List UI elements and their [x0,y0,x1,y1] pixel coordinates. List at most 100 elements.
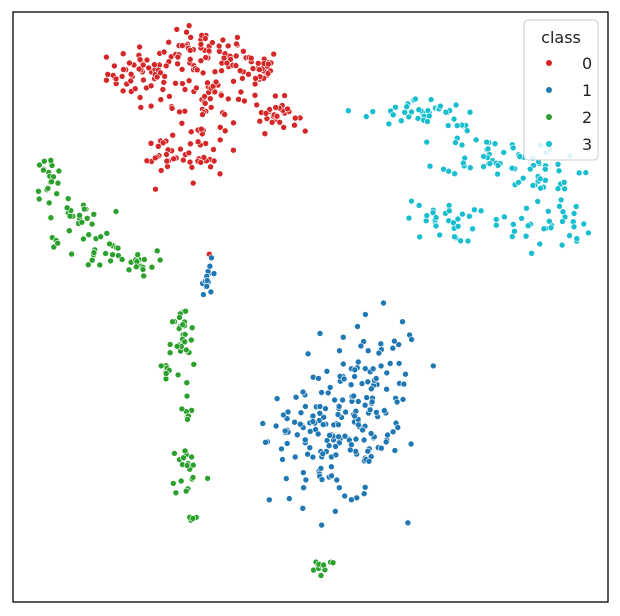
point-class-3-73 [500,149,508,156]
point-class-1-177 [367,385,375,393]
point-class-2-38 [66,212,74,220]
point-class-0-159 [147,102,155,110]
point-class-1-131 [386,360,394,367]
point-class-3-59 [484,145,492,153]
plot-frame [12,11,609,603]
point-class-0-242 [207,163,214,171]
point-class-1-137 [383,369,391,377]
point-class-2-1 [35,195,43,203]
point-class-1-120 [359,426,366,434]
point-class-2-146 [183,462,191,469]
point-class-2-147 [172,489,180,497]
point-class-1-169 [366,406,374,414]
point-class-2-54 [118,256,126,263]
point-class-3-64 [459,159,467,167]
point-class-1-30 [278,445,285,453]
point-class-0-38 [119,50,127,58]
point-class-0-221 [216,170,224,178]
point-class-0-143 [249,65,257,72]
point-class-2-140 [204,475,211,482]
point-class-3-164 [528,250,535,257]
point-class-1-45 [292,393,300,401]
point-class-1-99 [291,453,299,461]
point-class-2-24 [85,231,92,238]
point-class-3-160 [501,213,508,221]
point-class-2-97 [166,349,174,357]
point-class-1-145 [354,323,361,330]
point-class-0-52 [127,70,135,78]
point-class-2-163 [329,559,337,567]
point-class-3-28 [442,108,450,116]
point-class-2-136 [181,447,189,455]
point-class-1-4 [306,444,314,452]
point-class-0-263 [147,140,155,147]
point-class-1-142 [407,440,415,448]
point-class-0-94 [183,28,190,36]
point-class-1-19 [283,440,291,447]
point-class-1-188 [380,407,388,414]
point-class-0-264 [170,155,177,163]
point-class-3-33 [397,117,405,124]
point-class-0-114 [202,54,209,61]
point-class-0-68 [240,47,247,55]
point-class-3-27 [362,113,370,120]
point-class-0-261 [169,131,176,139]
point-class-0-255 [159,139,167,147]
point-class-0-24 [111,62,118,70]
point-class-2-30 [103,230,111,237]
point-class-1-106 [363,394,371,401]
point-class-2-83 [188,336,195,344]
point-class-0-98 [173,26,181,33]
point-class-0-100 [205,47,213,55]
point-class-0-268 [152,154,159,162]
point-class-2-144 [188,453,195,461]
point-class-1-149 [354,398,362,405]
point-class-0-101 [202,35,209,42]
point-class-3-155 [558,241,566,249]
point-class-0-36 [104,71,112,78]
point-class-0-106 [157,69,164,76]
legend-title: class [541,28,581,47]
point-class-2-53 [85,261,92,269]
point-class-0-216 [202,140,209,147]
point-class-3-163 [572,203,580,210]
point-class-2-52 [97,233,104,240]
point-class-0-140 [236,67,244,74]
point-class-3-23 [415,106,423,113]
point-class-2-16 [47,157,55,164]
point-class-2-95 [190,361,198,368]
point-class-1-165 [391,337,398,345]
legend-marker-1 [546,87,552,93]
point-class-3-117 [457,237,464,245]
point-class-1-36 [339,360,347,368]
point-class-1-189 [346,446,354,454]
point-class-0-181 [168,105,176,112]
point-class-0-186 [291,121,298,129]
point-class-2-17 [45,199,53,207]
point-class-0-28 [119,87,127,95]
point-class-2-66 [141,256,148,263]
point-class-0-141 [252,75,259,82]
point-class-2-15 [44,185,52,192]
point-class-1-108 [323,367,331,375]
point-class-1-15 [361,365,369,372]
point-class-0-153 [185,77,193,84]
point-class-0-144 [264,60,272,68]
point-class-2-34 [63,204,71,212]
point-class-0-210 [273,112,281,120]
point-class-1-23 [353,494,361,502]
point-class-2-119 [162,370,170,377]
point-class-3-43 [426,162,434,170]
point-class-3-30 [405,113,413,121]
point-class-0-202 [263,115,271,122]
point-class-2-142 [189,474,197,481]
point-class-0-237 [221,111,228,118]
point-class-3-7 [408,108,415,116]
point-class-3-4 [385,120,393,128]
point-class-3-102 [582,169,590,176]
point-class-1-109 [326,431,333,439]
point-class-3-72 [494,162,502,169]
point-class-3-152 [559,218,566,225]
point-class-3-107 [466,213,473,220]
point-class-3-65 [472,136,480,144]
